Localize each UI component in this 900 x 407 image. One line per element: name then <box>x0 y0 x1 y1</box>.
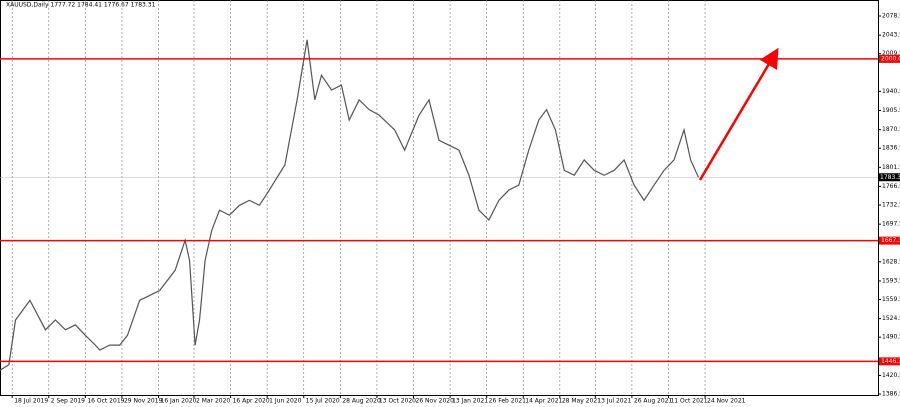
y-tick-label: 1490.50 <box>882 334 900 341</box>
x-tick-label: 2 Mar 2020 <box>196 398 230 405</box>
x-tick-label: 26 Feb 2021 <box>489 398 527 405</box>
x-tick-label: 29 Nov 2019 <box>124 398 163 405</box>
x-tick-label: 2 Sep 2019 <box>51 398 85 405</box>
y-tick-label: 2043.50 <box>882 32 900 39</box>
x-tick-label: 14 Apr 2021 <box>525 398 562 405</box>
level-label: 1446.3 <box>881 358 900 365</box>
price-line <box>0 39 699 371</box>
y-tick-label: 1420.50 <box>882 372 900 379</box>
x-tick-label: 28 Aug 2020 <box>342 398 381 405</box>
chart-title: XAUUSD,Daily 1777.72 1784.41 1776.67 178… <box>6 2 156 9</box>
y-tick-label: 1732.50 <box>882 202 900 209</box>
level-label: 1667.3 <box>881 237 900 244</box>
plot-frame <box>0 0 879 396</box>
y-tick-label: 1593.50 <box>882 277 900 284</box>
y-tick-label: 1836.50 <box>882 145 900 152</box>
current-price-label: 1783.31 <box>880 174 900 181</box>
x-tick-label: 26 Nov 2020 <box>416 398 455 405</box>
y-tick-label: 1524.50 <box>882 315 900 322</box>
x-tick-label: 16 Oct 2019 <box>87 398 124 405</box>
y-tick-label: 2009.50 <box>882 50 900 57</box>
level-label-box <box>879 357 900 366</box>
level-label-box <box>879 54 900 63</box>
x-tick-label: 11 Oct 2021 <box>670 398 707 405</box>
x-tick-label: 16 Jan 2020 <box>161 398 197 405</box>
level-label-box <box>879 236 900 245</box>
x-tick-label: 13 Jul 2021 <box>597 398 631 405</box>
x-tick-label: 13 Jan 2021 <box>452 398 488 405</box>
y-tick-label: 2078.50 <box>882 13 900 20</box>
x-tick-label: 28 May 2021 <box>562 398 601 405</box>
x-tick-label: 24 Nov 2021 <box>707 398 746 405</box>
current-price-box <box>879 173 900 182</box>
x-tick-label: 18 Jul 2019 <box>14 398 48 405</box>
x-tick-label: 16 Apr 2020 <box>233 398 270 405</box>
y-tick-label: 1386.50 <box>882 391 900 398</box>
projection-arrow <box>698 47 779 181</box>
y-tick-label: 1870.50 <box>882 126 900 133</box>
y-tick-label: 1940.50 <box>882 88 900 95</box>
y-tick-label: 1559.50 <box>882 296 900 303</box>
y-tick-label: 1697.50 <box>882 221 900 228</box>
y-tick-label: 1905.50 <box>882 107 900 114</box>
y-tick-label: 1766.50 <box>882 183 900 190</box>
x-tick-label: 13 Oct 2020 <box>379 398 416 405</box>
x-tick-label: 26 Aug 2021 <box>634 398 673 405</box>
x-tick-label: 15 Jul 2020 <box>306 398 340 405</box>
level-label: 2000.0 <box>881 55 900 62</box>
y-tick-label: 1628.50 <box>882 258 900 265</box>
x-tick-label: 1 Jun 2020 <box>269 398 301 405</box>
y-tick-label: 1801.50 <box>882 164 900 171</box>
